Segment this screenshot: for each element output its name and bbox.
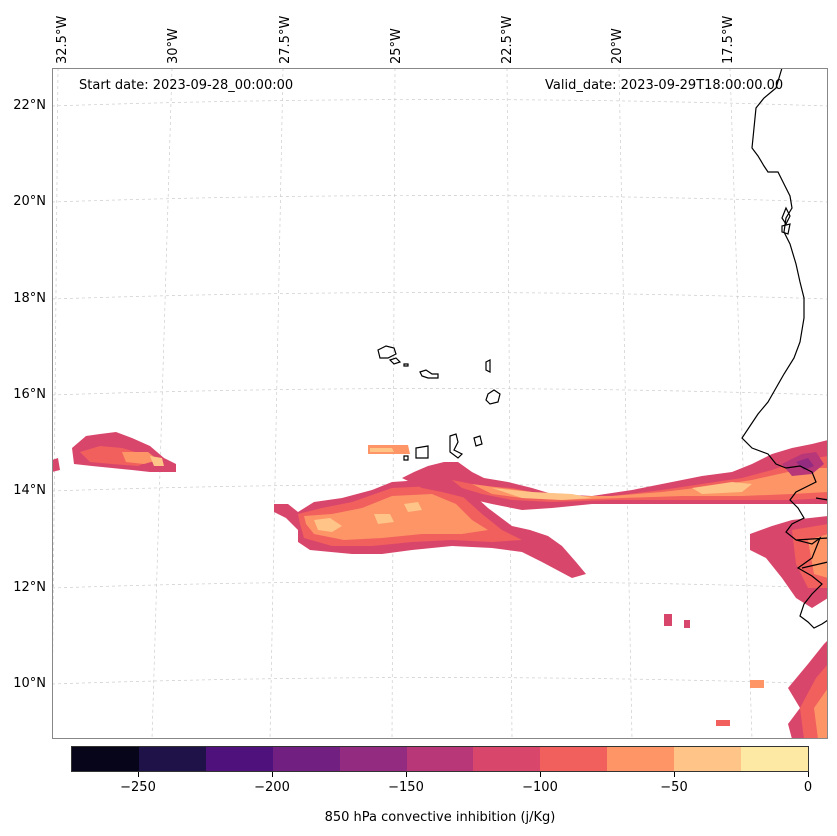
cin-region [808, 534, 828, 578]
island [415, 445, 429, 459]
cin-region [304, 494, 488, 540]
map-panel[interactable]: Start date: 2023-09-28_00:00:00 Valid_da… [52, 68, 828, 739]
latitude-label: 10°N [13, 676, 46, 691]
start-date-label: Start date: 2023-09-28_00:00:00 [79, 78, 294, 93]
colorbar [71, 746, 809, 772]
longitude-label: 32.5°W [55, 15, 70, 64]
longitude-label: 27.5°W [278, 15, 293, 64]
cin-region [314, 518, 342, 532]
colorbar-swatch [339, 747, 407, 771]
colorbar-swatch [205, 747, 273, 771]
island [403, 363, 409, 367]
colorbar-swatch [741, 747, 808, 771]
colorbar-tick-label: −150 [388, 780, 424, 795]
cin-region [370, 448, 394, 452]
cin-region [750, 680, 764, 688]
island [473, 435, 483, 447]
colorbar-tick [674, 772, 675, 777]
colorbar-tick-label: −100 [522, 780, 558, 795]
cin-region [716, 720, 730, 726]
coastline [377, 68, 828, 629]
colorbar-tick [808, 772, 809, 777]
island [485, 389, 501, 405]
colorbar-tick [138, 772, 139, 777]
island [449, 433, 464, 459]
cin-region [692, 482, 752, 494]
gridlines [52, 68, 828, 739]
colorbar-swatch [540, 747, 608, 771]
latitude-label: 14°N [13, 483, 46, 498]
colorbar-swatch [674, 747, 742, 771]
colorbar-tick-label: −200 [254, 780, 290, 795]
colorbar-label: 850 hPa convective inhibition (j/Kg) [324, 810, 556, 825]
cin-region [796, 458, 814, 470]
island [419, 369, 439, 379]
colorbar-tick [540, 772, 541, 777]
colorbar-swatch [406, 747, 474, 771]
island [377, 345, 397, 359]
colorbar-tick-label: −50 [660, 780, 688, 795]
island [403, 455, 409, 461]
colorbar-tick-label: 0 [803, 780, 813, 795]
cin-region [150, 456, 164, 466]
colorbar-swatch [473, 747, 541, 771]
colorbar-swatch [607, 747, 675, 771]
island [388, 357, 402, 365]
colorbar-swatch [72, 747, 139, 771]
colorbar-tick-label: −250 [120, 780, 156, 795]
cin-contours [52, 432, 828, 739]
latitude-label: 20°N [13, 194, 46, 209]
valid-date-label: Valid_date: 2023-09-29T18:00:00.00 [545, 78, 784, 93]
cin-region [52, 458, 60, 472]
cin-region [684, 620, 690, 628]
cin-region [664, 614, 672, 626]
latitude-label: 22°N [13, 98, 46, 113]
longitude-label: 25°W [389, 28, 404, 64]
colorbar-tick [406, 772, 407, 777]
latitude-label: 12°N [13, 580, 46, 595]
longitude-label: 22.5°W [500, 15, 515, 64]
longitude-label: 17.5°W [721, 15, 736, 64]
cin-region [374, 514, 394, 524]
latitude-label: 18°N [13, 291, 46, 306]
island [485, 359, 491, 373]
map-canvas [52, 68, 828, 739]
longitude-label: 20°W [610, 28, 625, 64]
colorbar-swatch [272, 747, 340, 771]
cin-region [404, 502, 422, 512]
longitude-label: 30°W [166, 28, 181, 64]
cin-region [122, 452, 158, 464]
colorbar-tick [272, 772, 273, 777]
cin-region [492, 488, 592, 500]
latitude-label: 16°N [13, 387, 46, 402]
colorbar-swatch [138, 747, 206, 771]
cin-region [814, 688, 828, 739]
